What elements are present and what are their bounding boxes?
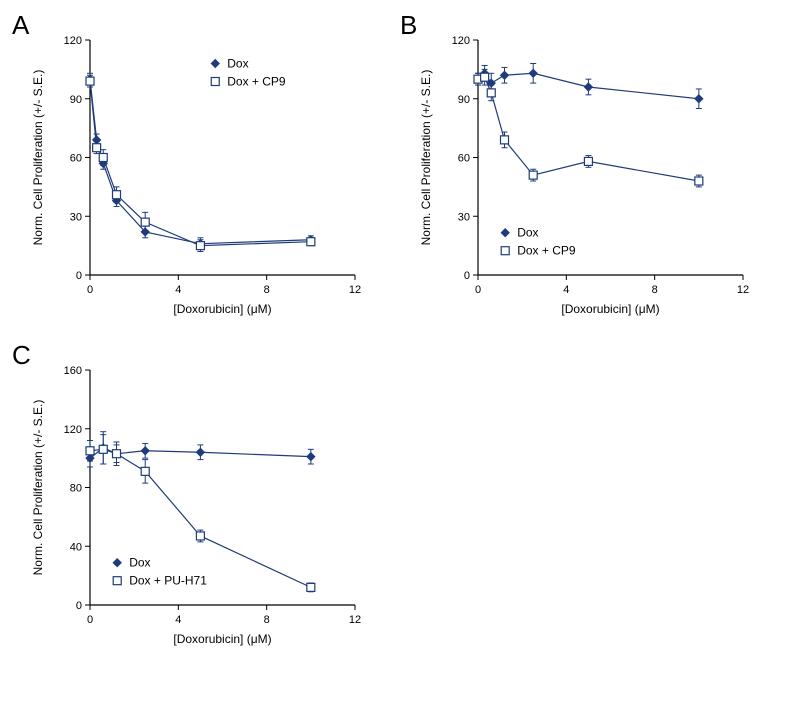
svg-text:80: 80 xyxy=(70,483,82,495)
svg-text:Dox: Dox xyxy=(517,226,538,240)
svg-text:0: 0 xyxy=(464,270,470,282)
svg-text:30: 30 xyxy=(70,211,82,223)
svg-text:Dox + CP9: Dox + CP9 xyxy=(227,75,286,89)
svg-text:90: 90 xyxy=(70,94,82,106)
panel-b: B 0 30 60 90 120 0 4 8 12 [Doxorubicin] (μM) Norm.… xyxy=(398,10,786,340)
svg-text:[Doxorubicin] (μM): [Doxorubicin] (μM) xyxy=(173,302,271,316)
panel-label-a: A xyxy=(12,10,29,41)
svg-text:Dox + CP9: Dox + CP9 xyxy=(517,244,576,258)
svg-text:Dox: Dox xyxy=(227,57,248,71)
panel-label-b: B xyxy=(400,10,417,41)
svg-text:[Doxorubicin] (μM): [Doxorubicin] (μM) xyxy=(173,632,271,646)
svg-text:12: 12 xyxy=(737,284,749,296)
svg-text:12: 12 xyxy=(349,614,361,626)
svg-text:8: 8 xyxy=(264,614,270,626)
svg-text:40: 40 xyxy=(70,541,82,553)
svg-text:4: 4 xyxy=(563,284,569,296)
figure-grid: A 030609012004812[Doxorubicin] (μM)Norm.… xyxy=(10,10,786,670)
svg-text:Dox: Dox xyxy=(129,556,150,570)
svg-text:120: 120 xyxy=(64,424,82,436)
panel-c: C 0 40 80 120 160 0 4 8 12 [Doxorubicin] (μM) Norm… xyxy=(10,340,398,670)
panel-a: A 0 30 60 90 120 0 4 8 12 [Doxorubicin] (μM) Norm.… xyxy=(10,10,398,340)
svg-text:30: 30 xyxy=(458,211,470,223)
svg-text:8: 8 xyxy=(652,284,658,296)
svg-text:0: 0 xyxy=(87,284,93,296)
svg-text:0: 0 xyxy=(475,284,481,296)
svg-text:120: 120 xyxy=(452,35,470,47)
svg-text:60: 60 xyxy=(70,153,82,165)
svg-text:120: 120 xyxy=(64,35,82,47)
svg-text:8: 8 xyxy=(264,284,270,296)
svg-text:Norm. Cell Proliferation (+/-: Norm. Cell Proliferation (+/- S.E.) xyxy=(31,70,45,246)
svg-text:Norm. Cell Proliferation (+/-: Norm. Cell Proliferation (+/- S.E.) xyxy=(419,70,433,246)
svg-text:Dox + PU-H71: Dox + PU-H71 xyxy=(129,574,207,588)
svg-text:Norm. Cell Proliferation (+/-: Norm. Cell Proliferation (+/- S.E.) xyxy=(31,400,45,576)
chart-a: 0 30 60 90 120 0 4 8 12 [Doxorubicin] (μM) Norm. C… xyxy=(10,10,390,340)
svg-text:160: 160 xyxy=(64,365,82,377)
svg-text:12: 12 xyxy=(349,284,361,296)
svg-text:4: 4 xyxy=(175,614,181,626)
svg-text:0: 0 xyxy=(87,614,93,626)
svg-text:0: 0 xyxy=(76,270,82,282)
chart-b: 0 30 60 90 120 0 4 8 12 [Doxorubicin] (μM) Norm. C… xyxy=(398,10,778,340)
svg-text:4: 4 xyxy=(175,284,181,296)
svg-text:60: 60 xyxy=(458,153,470,165)
svg-text:[Doxorubicin] (μM): [Doxorubicin] (μM) xyxy=(561,302,659,316)
chart-c: 0 40 80 120 160 0 4 8 12 [Doxorubicin] (μM) Norm. … xyxy=(10,340,390,670)
svg-text:0: 0 xyxy=(76,600,82,612)
svg-text:90: 90 xyxy=(458,94,470,106)
panel-label-c: C xyxy=(12,340,31,371)
